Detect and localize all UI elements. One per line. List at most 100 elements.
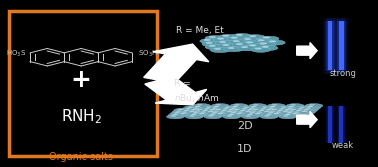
Ellipse shape [176, 112, 194, 117]
Ellipse shape [247, 109, 253, 110]
Ellipse shape [181, 108, 199, 112]
Text: R = Me, Et: R = Me, Et [176, 26, 224, 35]
FancyBboxPatch shape [338, 21, 344, 71]
Ellipse shape [226, 107, 244, 111]
FancyBboxPatch shape [336, 106, 347, 143]
Ellipse shape [240, 106, 257, 110]
Ellipse shape [214, 106, 219, 107]
Ellipse shape [200, 111, 206, 113]
FancyBboxPatch shape [337, 106, 345, 143]
Ellipse shape [296, 110, 302, 111]
Ellipse shape [191, 105, 209, 109]
Ellipse shape [191, 110, 209, 114]
Ellipse shape [222, 44, 229, 46]
Ellipse shape [270, 112, 287, 117]
Ellipse shape [253, 104, 259, 106]
Ellipse shape [255, 113, 260, 114]
Ellipse shape [230, 104, 248, 108]
Ellipse shape [294, 111, 300, 113]
Ellipse shape [241, 46, 248, 48]
Ellipse shape [290, 111, 308, 115]
Ellipse shape [208, 107, 225, 111]
Ellipse shape [305, 104, 323, 108]
Ellipse shape [225, 113, 242, 117]
Ellipse shape [273, 109, 291, 113]
Ellipse shape [202, 110, 208, 111]
Ellipse shape [264, 107, 282, 111]
Ellipse shape [208, 111, 214, 112]
Ellipse shape [232, 106, 238, 107]
Ellipse shape [213, 37, 233, 42]
Ellipse shape [232, 110, 238, 112]
Ellipse shape [234, 109, 240, 110]
Ellipse shape [228, 105, 246, 109]
Text: RNH$_2$: RNH$_2$ [61, 107, 102, 126]
Ellipse shape [189, 111, 207, 116]
Ellipse shape [208, 111, 225, 116]
Ellipse shape [215, 111, 233, 115]
Ellipse shape [264, 111, 270, 112]
Ellipse shape [180, 109, 197, 113]
Ellipse shape [237, 46, 257, 51]
Ellipse shape [254, 39, 274, 44]
Ellipse shape [242, 110, 259, 114]
Ellipse shape [262, 113, 280, 117]
Ellipse shape [195, 112, 212, 117]
Bar [328, 21, 332, 70]
Ellipse shape [269, 41, 276, 42]
Ellipse shape [205, 36, 225, 41]
Ellipse shape [281, 108, 299, 113]
Ellipse shape [253, 109, 259, 110]
Ellipse shape [247, 110, 265, 114]
Ellipse shape [285, 105, 302, 109]
Ellipse shape [234, 104, 240, 106]
Ellipse shape [221, 106, 239, 110]
Ellipse shape [253, 111, 270, 115]
Text: weak: weak [332, 141, 354, 150]
Ellipse shape [270, 106, 276, 107]
Ellipse shape [251, 47, 271, 52]
Ellipse shape [232, 40, 240, 42]
Ellipse shape [204, 108, 210, 109]
Ellipse shape [229, 109, 234, 110]
Bar [339, 107, 343, 143]
Ellipse shape [287, 107, 292, 109]
Ellipse shape [249, 112, 255, 113]
Ellipse shape [303, 105, 321, 109]
Ellipse shape [290, 104, 296, 106]
Ellipse shape [200, 108, 218, 112]
Ellipse shape [287, 108, 304, 112]
Ellipse shape [231, 112, 236, 113]
Ellipse shape [210, 48, 230, 53]
Ellipse shape [227, 111, 232, 112]
Ellipse shape [266, 105, 284, 109]
Ellipse shape [275, 111, 281, 113]
Ellipse shape [256, 108, 274, 112]
Ellipse shape [223, 108, 229, 109]
Ellipse shape [186, 108, 191, 109]
Ellipse shape [242, 115, 259, 119]
Ellipse shape [260, 115, 278, 119]
Ellipse shape [251, 110, 257, 112]
Ellipse shape [169, 113, 186, 117]
Ellipse shape [277, 110, 283, 111]
Ellipse shape [229, 114, 234, 115]
Text: Organic salts: Organic salts [49, 152, 113, 162]
Ellipse shape [288, 112, 306, 117]
Ellipse shape [249, 35, 257, 37]
Ellipse shape [275, 108, 293, 112]
Ellipse shape [245, 107, 263, 111]
Ellipse shape [210, 109, 215, 110]
Ellipse shape [172, 114, 178, 115]
Ellipse shape [270, 110, 276, 112]
Ellipse shape [288, 110, 294, 112]
Ellipse shape [265, 40, 285, 45]
Ellipse shape [218, 44, 239, 49]
Ellipse shape [227, 36, 247, 42]
Ellipse shape [212, 104, 229, 108]
Ellipse shape [197, 109, 202, 110]
Ellipse shape [234, 111, 252, 115]
Text: HO$_3$S: HO$_3$S [6, 49, 26, 59]
Ellipse shape [193, 107, 199, 109]
Ellipse shape [309, 104, 315, 106]
